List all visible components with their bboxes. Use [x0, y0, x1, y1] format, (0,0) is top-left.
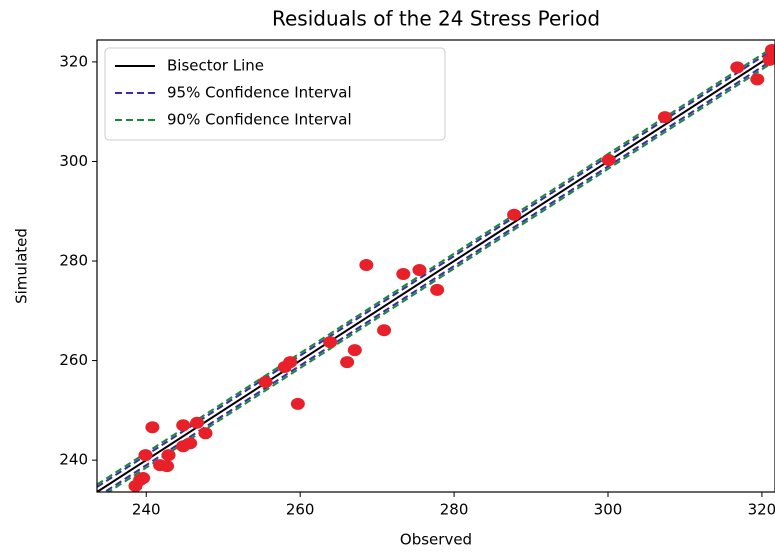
y-tick-label: 240 [59, 451, 88, 469]
legend-label: 95% Confidence Interval [167, 84, 352, 102]
point [161, 449, 176, 462]
point [176, 419, 191, 432]
x-tick-label: 260 [286, 501, 315, 519]
point [750, 73, 765, 86]
line-upper [97, 47, 775, 488]
point [347, 344, 362, 357]
point [190, 416, 205, 429]
x-tick-label: 320 [748, 501, 775, 519]
x-tick-label: 240 [132, 501, 161, 519]
point [323, 336, 338, 349]
point [359, 259, 374, 272]
point [128, 480, 143, 492]
y-tick-label: 300 [59, 152, 88, 170]
point [601, 153, 616, 166]
legend-label: 90% Confidence Interval [167, 111, 352, 129]
y-tick-label: 280 [59, 252, 88, 270]
point [283, 356, 298, 369]
point [764, 43, 775, 56]
legend-label: Bisector Line [167, 57, 264, 75]
point [507, 208, 522, 221]
chart-title: Residuals of the 24 Stress Period [272, 7, 600, 31]
plot-frame [96, 39, 775, 493]
y-axis-label: Simulated [13, 228, 31, 304]
line-lower [106, 59, 775, 492]
point [183, 437, 198, 450]
point [160, 460, 175, 473]
point [340, 356, 355, 369]
plot-area [97, 43, 775, 492]
y-tick-label: 320 [59, 52, 88, 70]
point [258, 375, 273, 388]
line-upper [97, 44, 775, 486]
line-values [97, 52, 775, 492]
point [657, 111, 672, 124]
point [377, 324, 392, 337]
point [730, 61, 745, 74]
point [762, 53, 775, 66]
point [430, 283, 445, 296]
x-axis-label: Observed [400, 531, 472, 549]
point [138, 449, 153, 462]
legend-box [104, 47, 446, 141]
point [145, 421, 160, 434]
point [136, 472, 151, 485]
y-tick-label: 260 [59, 351, 88, 369]
x-tick-label: 300 [594, 501, 623, 519]
point [412, 263, 427, 276]
point [290, 397, 305, 410]
x-tick-label: 280 [440, 501, 469, 519]
line-lower [102, 57, 775, 492]
point [396, 267, 411, 280]
point [198, 427, 213, 440]
